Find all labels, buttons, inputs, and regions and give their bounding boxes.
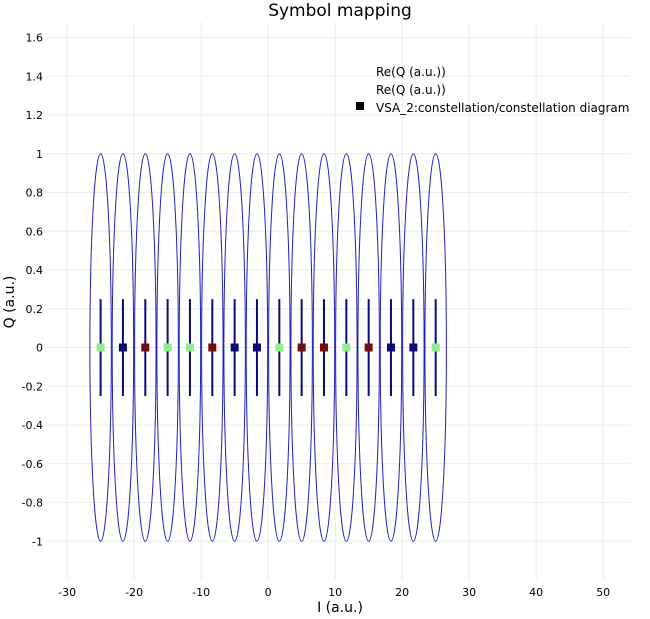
legend: Re(Q (a.u.)) Re(Q (a.u.)) VSA_2:constell… bbox=[356, 65, 629, 115]
ellipse bbox=[111, 153, 135, 542]
ellipse bbox=[402, 153, 425, 542]
y-tick-label: 1.6 bbox=[26, 32, 44, 45]
constellation-point bbox=[386, 343, 395, 352]
ellipse bbox=[335, 153, 358, 542]
constellation-point bbox=[252, 343, 261, 352]
grid bbox=[47, 22, 630, 580]
legend-label-3: VSA_2:constellation/constellation diagra… bbox=[376, 101, 629, 115]
ellipse bbox=[268, 153, 291, 542]
ellipse bbox=[290, 153, 313, 542]
constellation-point bbox=[185, 343, 194, 352]
y-tick-labels: 1.6 1.4 1.2 1 0.8 0.6 0.4 0.2 0 -0.2 -0.4 -0.6 -0.8 -… bbox=[22, 32, 43, 549]
y-tick-label: 0.4 bbox=[26, 264, 44, 277]
legend-label-1: Re(Q (a.u.)) bbox=[376, 65, 446, 79]
constellation-point bbox=[208, 343, 217, 352]
ellipse bbox=[223, 153, 246, 542]
constellation-point bbox=[118, 343, 127, 352]
constellation-point bbox=[409, 343, 418, 352]
constellation-point bbox=[342, 343, 351, 352]
y-tick-label: 0 bbox=[36, 342, 43, 355]
constellation-points bbox=[96, 343, 440, 352]
y-tick-label: 0.2 bbox=[26, 303, 44, 316]
x-tick-label: -30 bbox=[58, 586, 76, 599]
ellipse-series bbox=[89, 153, 447, 542]
y-tick-label: -0.2 bbox=[22, 380, 43, 393]
x-tick-label: 10 bbox=[328, 586, 342, 599]
x-tick-label: 30 bbox=[462, 586, 476, 599]
x-tick-label: 20 bbox=[395, 586, 409, 599]
y-axis-label: Q (a.u.) bbox=[2, 276, 18, 329]
constellation-point bbox=[96, 343, 105, 352]
ellipse bbox=[357, 153, 380, 542]
x-tick-label: 50 bbox=[596, 586, 610, 599]
ellipse bbox=[178, 153, 202, 542]
y-tick-label: 1.2 bbox=[26, 109, 44, 122]
legend-label-2: Re(Q (a.u.)) bbox=[376, 83, 446, 97]
y-tick-label: 0.6 bbox=[26, 225, 44, 238]
legend-marker bbox=[356, 102, 364, 110]
ellipse bbox=[156, 153, 179, 542]
x-tick-label: 0 bbox=[265, 586, 272, 599]
constellation-point bbox=[297, 343, 306, 352]
x-tick-label: 40 bbox=[529, 586, 543, 599]
constellation-point bbox=[275, 343, 284, 352]
constellation-point bbox=[364, 343, 373, 352]
chart-title: Symbol mapping bbox=[268, 1, 412, 21]
y-tick-label: 0.8 bbox=[26, 187, 44, 200]
ellipse bbox=[89, 153, 112, 542]
ellipse bbox=[201, 153, 224, 542]
ellipse bbox=[379, 153, 403, 542]
y-tick-label: 1.4 bbox=[26, 70, 44, 83]
x-tick-label: -20 bbox=[125, 586, 143, 599]
y-tick-label: -0.6 bbox=[22, 458, 43, 471]
constellation-point bbox=[319, 343, 328, 352]
y-tick-label: 1 bbox=[36, 148, 43, 161]
constellation-point bbox=[230, 343, 239, 352]
ellipse bbox=[134, 153, 157, 542]
constellation-point bbox=[141, 343, 150, 352]
y-tick-label: -0.8 bbox=[22, 497, 43, 510]
x-axis-label: I (a.u.) bbox=[317, 600, 363, 616]
ellipse bbox=[312, 153, 336, 542]
y-tick-label: -1 bbox=[32, 535, 43, 548]
x-tick-label: -10 bbox=[192, 586, 210, 599]
ellipse bbox=[424, 153, 447, 542]
y-tick-label: -0.4 bbox=[22, 419, 43, 432]
constellation-point bbox=[431, 343, 440, 352]
constellation-point bbox=[163, 343, 172, 352]
x-tick-labels: -30 -20 -10 0 10 20 30 40 50 bbox=[58, 586, 610, 599]
ellipse bbox=[245, 153, 269, 542]
